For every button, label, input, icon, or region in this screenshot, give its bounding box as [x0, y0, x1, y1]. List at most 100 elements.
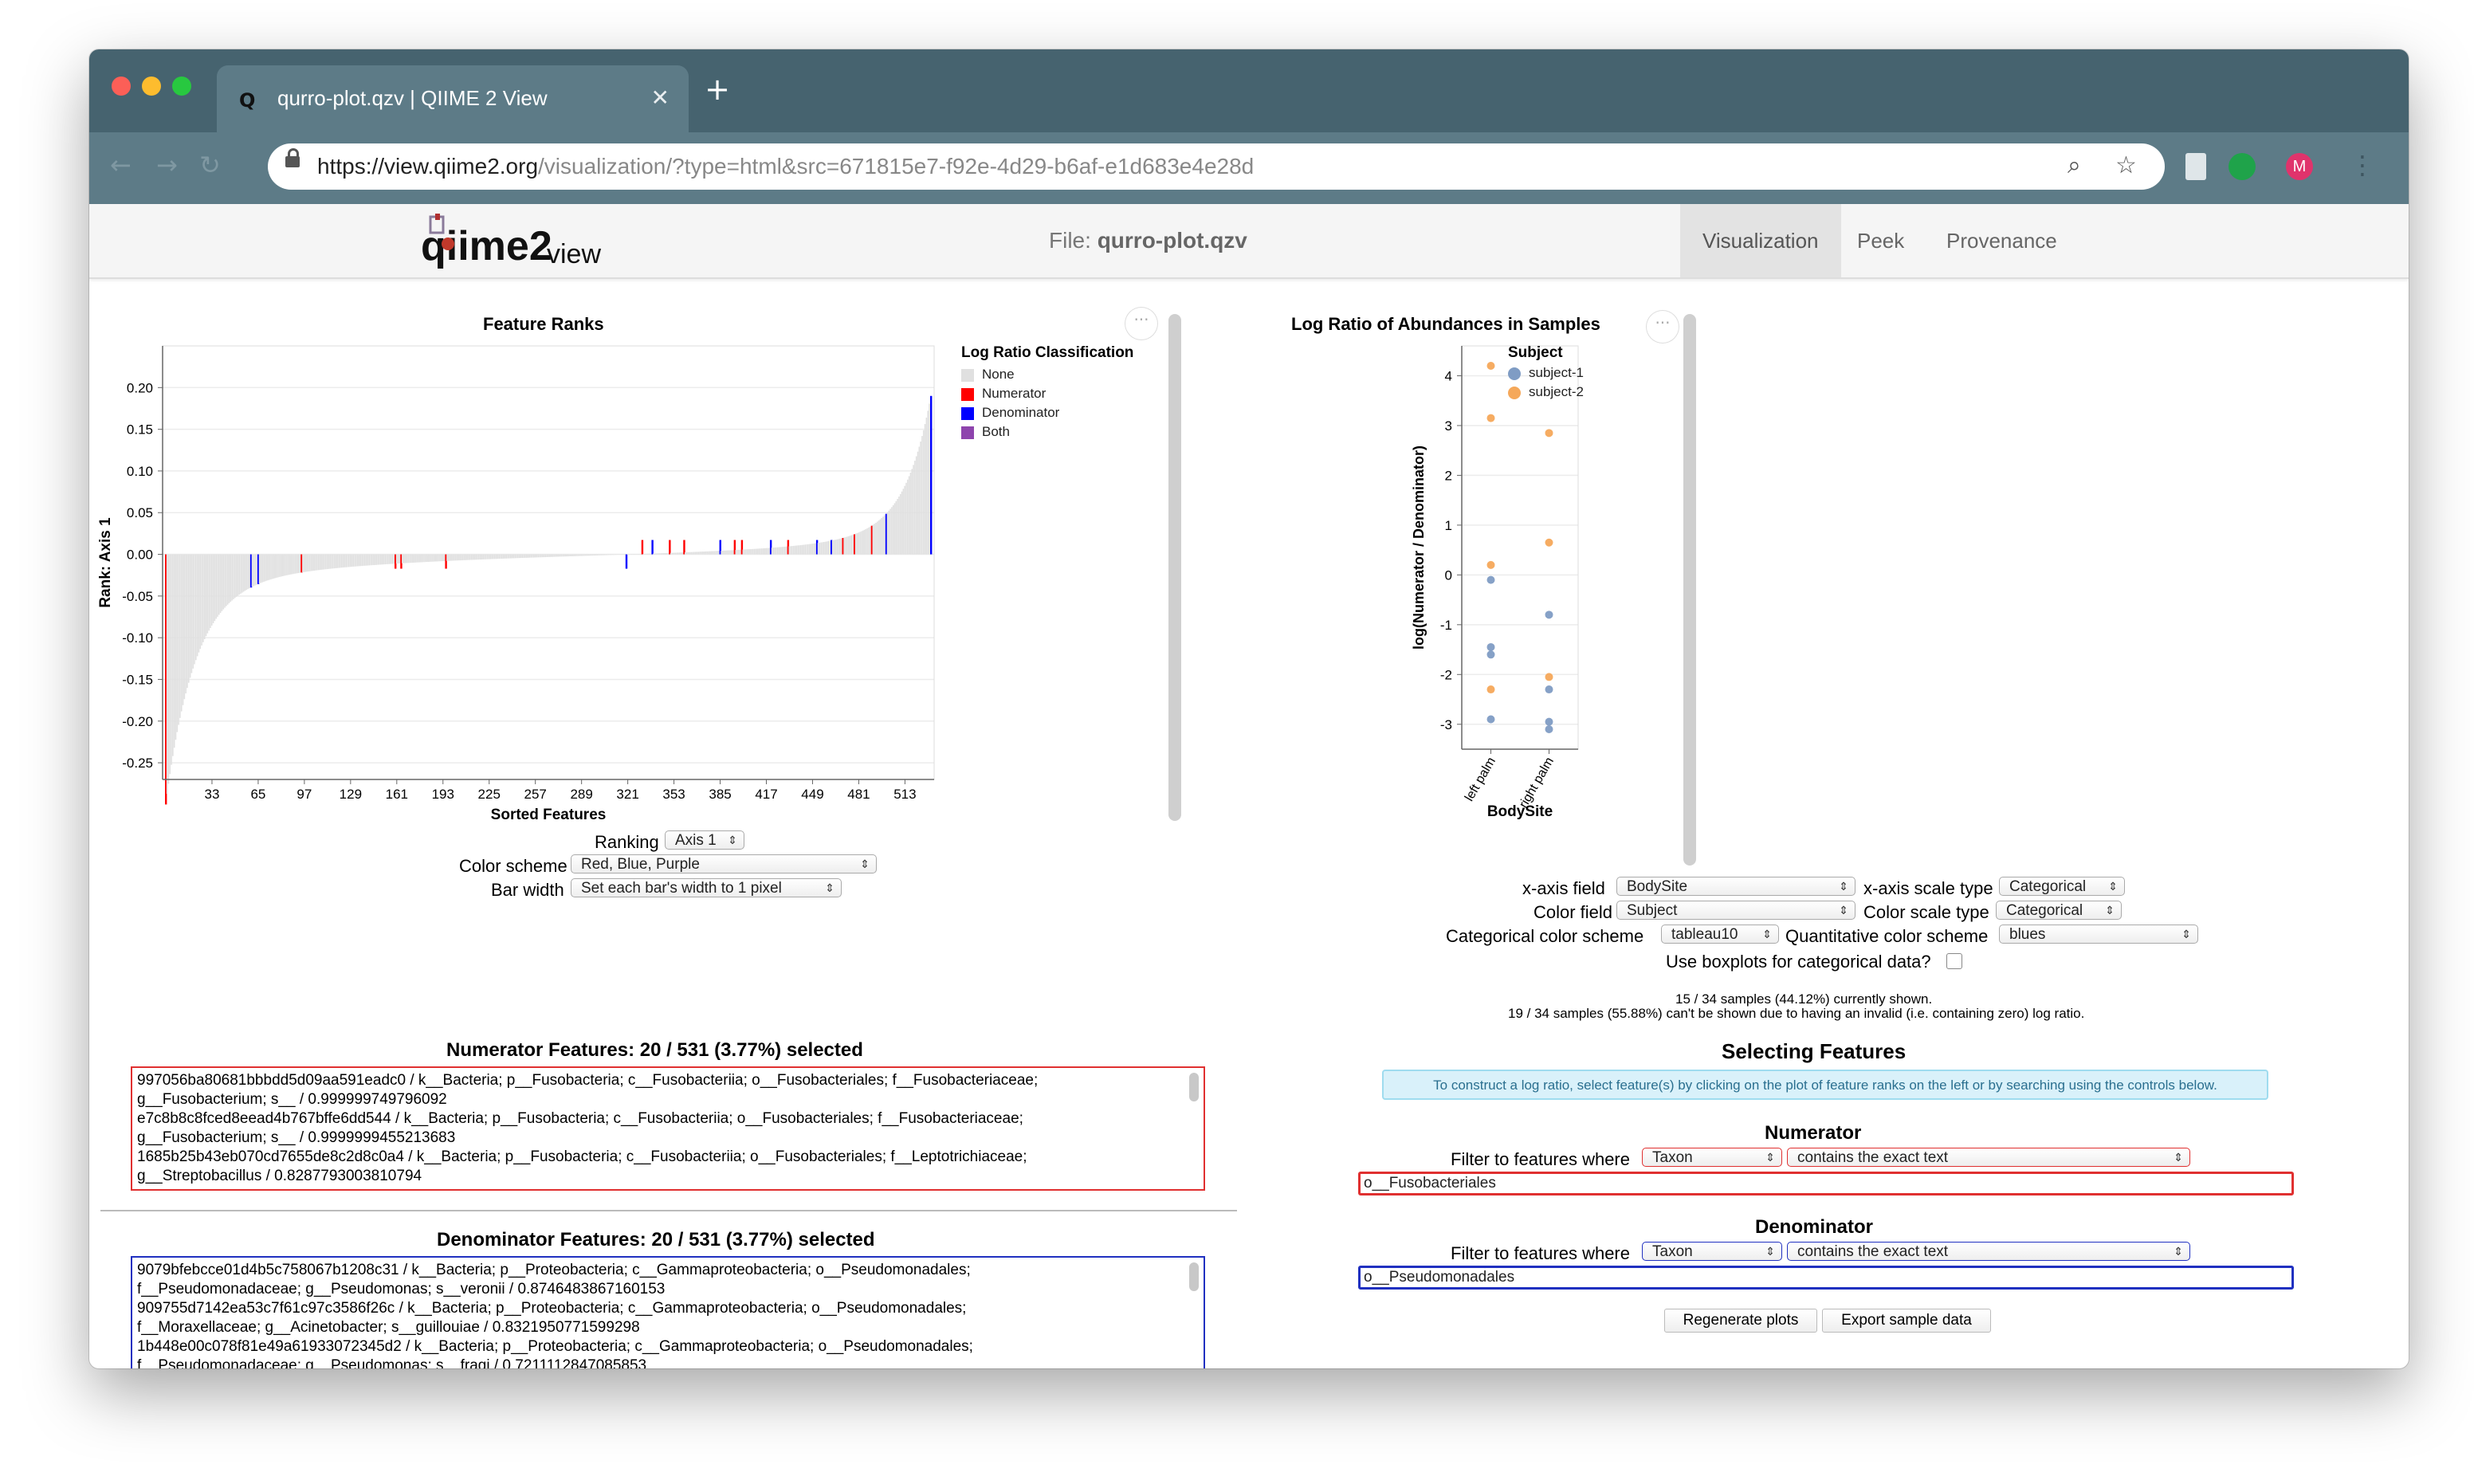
rank-plot[interactable]: 0.20 0.15 0.10 0.05 0.00 -0.05 -0.10 -0.15 -0.20…: [89, 279, 1173, 837]
qiime2view-logo[interactable]: qiime2 view: [421, 212, 612, 274]
feature-bar: [468, 554, 469, 560]
bookmark-star-icon[interactable]: ☆: [2115, 151, 2137, 179]
feature-bar: [254, 554, 256, 586]
feature-bar: [797, 545, 799, 555]
denominator-features-list[interactable]: 9079bfebcce01d4b5c758067b1208c31 / k__Ba…: [131, 1256, 1205, 1368]
close-window-button[interactable]: [112, 77, 131, 96]
x-axis-scale-select[interactable]: Categorical ⇕: [1999, 877, 2125, 896]
feature-bar: [876, 521, 878, 555]
feature-bar: [546, 554, 548, 557]
feature-bar: [234, 554, 236, 599]
x-axis-field-select[interactable]: BodySite ⇕: [1616, 877, 1856, 896]
feature-bar: [393, 554, 395, 564]
sample-y-tick-label: 0: [1445, 567, 1452, 583]
forward-icon[interactable]: →: [156, 150, 178, 180]
feature-bar: [742, 549, 744, 555]
feature-bar: [898, 497, 900, 555]
feature-bar: [815, 540, 819, 555]
extension-doc-icon[interactable]: [2185, 153, 2206, 180]
numerator-features-list[interactable]: 997056ba80681bbbdd5d09aa591eadc0 / k__Ba…: [131, 1066, 1205, 1191]
feature-bar: [899, 493, 901, 555]
rank-plot-actions-icon[interactable]: ···: [1125, 308, 1157, 340]
browser-tab[interactable]: Q qurro-plot.qzv | QIIME 2 View ✕: [217, 65, 689, 132]
feature-bar: [893, 503, 896, 555]
extension-green-icon[interactable]: [2229, 153, 2256, 180]
sample-point: [1545, 717, 1553, 726]
reload-icon[interactable]: ↻: [199, 150, 221, 180]
subject-legend-item-2[interactable]: subject-2: [1508, 384, 1584, 400]
denominator-search-input[interactable]: o__Pseudomonadales: [1358, 1266, 2294, 1290]
feature-bar: [543, 554, 545, 558]
feature-bar: [760, 548, 761, 555]
feature-bar: [527, 554, 529, 558]
feature-bar: [706, 551, 708, 555]
denominator-field-select[interactable]: Taxon ⇕: [1642, 1242, 1782, 1261]
sample-plot-actions-icon[interactable]: ···: [1647, 311, 1679, 343]
feature-bar: [790, 546, 791, 555]
feature-bar: [504, 554, 506, 559]
feature-bar: [397, 554, 399, 564]
export-sample-data-button[interactable]: Export sample data: [1822, 1309, 1991, 1333]
feature-line: 1685b25b43eb070cd7655de8c2d8c0a4 / k__Ba…: [137, 1148, 1027, 1165]
minimize-window-button[interactable]: [142, 77, 161, 96]
subject-legend-item-1[interactable]: subject-1: [1508, 365, 1584, 381]
feature-bar: [650, 553, 652, 555]
maximize-window-button[interactable]: [172, 77, 191, 96]
feature-bar: [914, 461, 916, 555]
feature-bar: [222, 554, 225, 610]
numerator-search-input[interactable]: o__Fusobacteriales: [1358, 1172, 2294, 1195]
feature-bar: [525, 554, 528, 558]
feature-bar: [803, 544, 805, 555]
feature-bar: [446, 554, 448, 561]
categorical-scheme-select[interactable]: tableau10 ⇕: [1661, 925, 1779, 944]
address-bar[interactable]: https://view.qiime2.org/visualization/?t…: [268, 143, 2165, 190]
feature-bar: [502, 554, 505, 559]
feature-bar: [611, 554, 613, 556]
color-scheme-select[interactable]: Red, Blue, Purple ⇕: [571, 854, 877, 874]
feature-line: 997056ba80681bbbdd5d09aa591eadc0 / k__Ba…: [137, 1072, 1039, 1089]
back-icon[interactable]: ←: [110, 150, 132, 180]
feature-bar: [854, 533, 857, 555]
legend-item-numerator[interactable]: Numerator: [961, 386, 1046, 402]
menu-icon[interactable]: ⋮: [2350, 150, 2375, 180]
color-scale-select[interactable]: Categorical ⇕: [1996, 901, 2122, 920]
tab-peek[interactable]: Peek: [1857, 229, 1905, 253]
bar-width-select[interactable]: Set each bar's width to 1 pixel ⇕: [571, 878, 842, 897]
profile-avatar[interactable]: M: [2286, 153, 2313, 180]
feature-bar: [356, 554, 359, 567]
color-field-select[interactable]: Subject ⇕: [1616, 901, 1856, 920]
denominator-list-scrollbar[interactable]: [1189, 1262, 1199, 1291]
feature-bar: [331, 554, 332, 569]
close-tab-icon[interactable]: ✕: [650, 84, 670, 111]
zoom-icon[interactable]: ⌕: [2068, 151, 2081, 179]
tab-provenance[interactable]: Provenance: [1946, 229, 2057, 253]
feature-bar: [556, 554, 558, 557]
feature-bar: [826, 541, 828, 555]
legend-item-denominator[interactable]: Denominator: [961, 405, 1059, 421]
numerator-operator-select[interactable]: contains the exact text ⇕: [1787, 1148, 2190, 1167]
denominator-operator-select[interactable]: contains the exact text ⇕: [1787, 1242, 2190, 1261]
feature-bar: [875, 522, 877, 555]
rank-plot-scrollbar[interactable]: [1168, 314, 1181, 821]
new-tab-icon[interactable]: +: [705, 72, 730, 107]
feature-bar: [804, 544, 807, 555]
rank-x-axis-title: Sorted Features: [491, 807, 607, 823]
quantitative-scheme-select[interactable]: blues ⇕: [1999, 925, 2198, 944]
legend-item-both[interactable]: Both: [961, 424, 1010, 440]
numerator-list-scrollbar[interactable]: [1189, 1073, 1199, 1101]
regenerate-plots-button[interactable]: Regenerate plots: [1664, 1309, 1817, 1333]
feature-bar: [719, 540, 721, 555]
ranking-select[interactable]: Axis 1 ⇕: [665, 830, 744, 850]
tab-visualization[interactable]: Visualization: [1680, 204, 1841, 277]
feature-bar: [300, 554, 303, 573]
sample-plot-scrollbar[interactable]: [1683, 314, 1696, 866]
feature-bar: [462, 554, 464, 560]
color-scheme-label: Color scheme: [459, 856, 567, 876]
feature-bar: [501, 554, 503, 559]
boxplot-checkbox[interactable]: [1946, 953, 1962, 969]
feature-bar: [257, 554, 260, 584]
numerator-field-select[interactable]: Taxon ⇕: [1642, 1148, 1782, 1167]
feature-bar: [677, 552, 679, 555]
legend-item-none[interactable]: None: [961, 367, 1015, 383]
